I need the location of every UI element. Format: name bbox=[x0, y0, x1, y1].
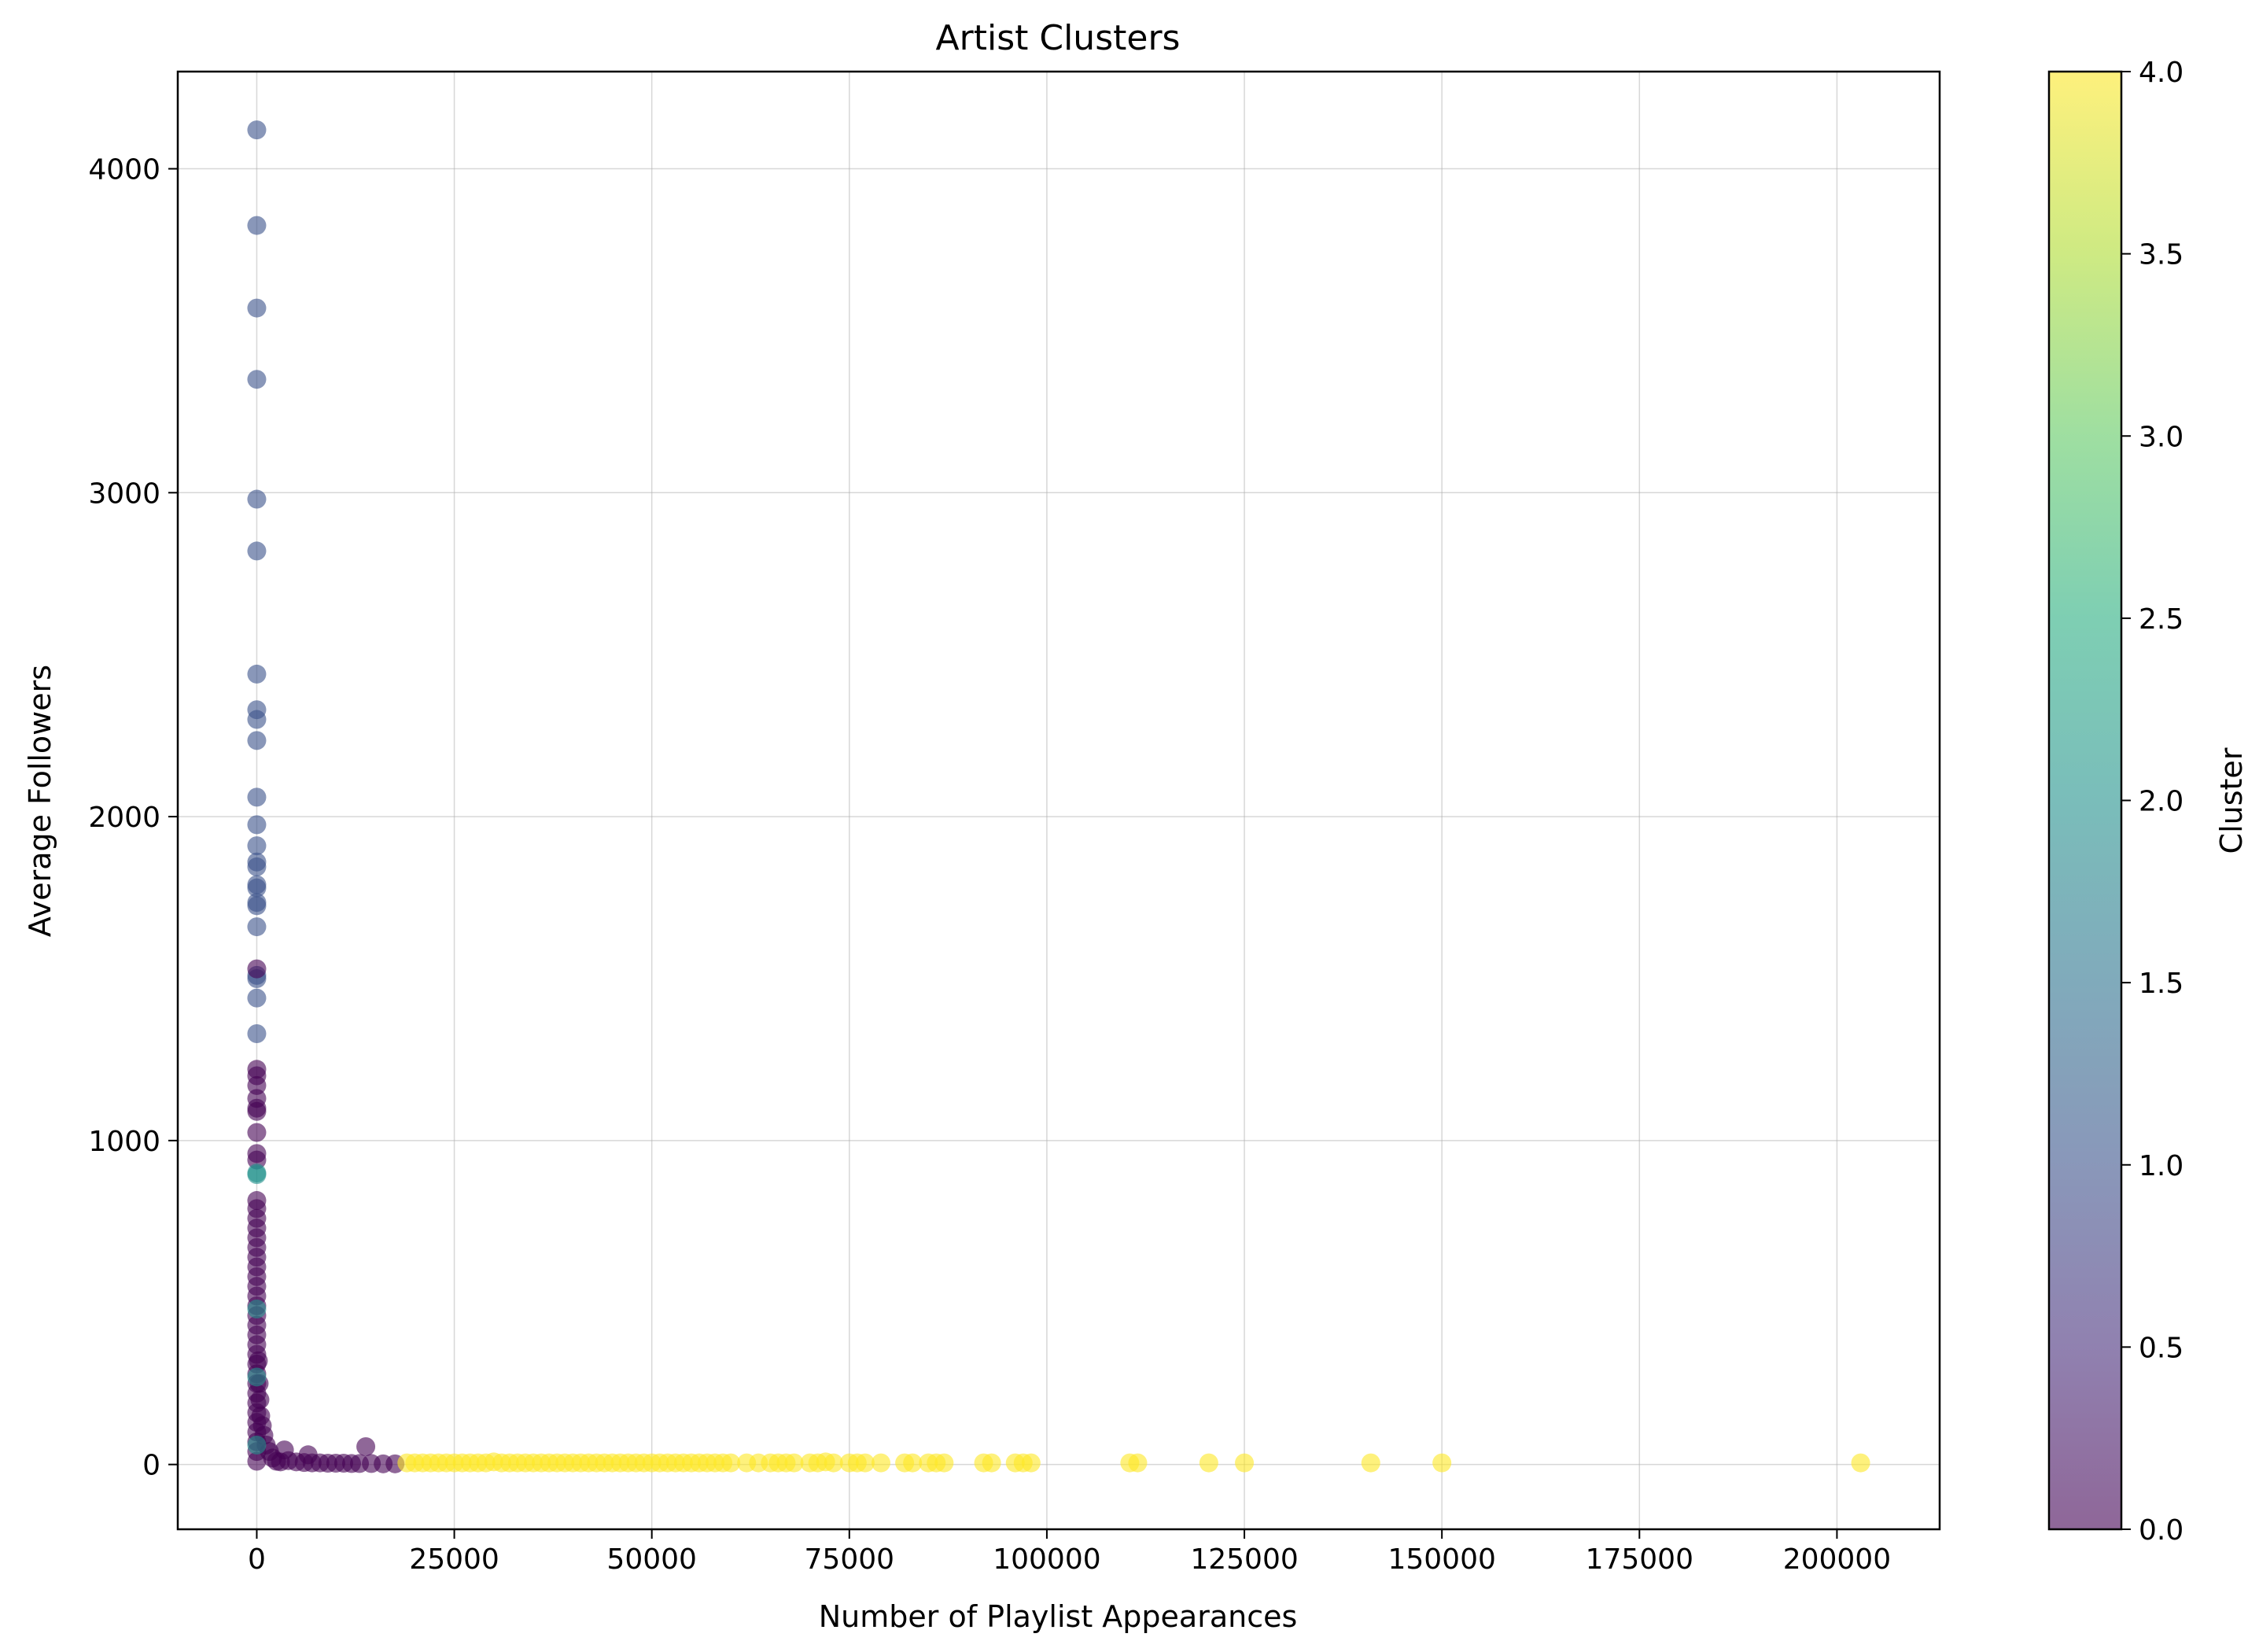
cluster-1-points bbox=[247, 120, 267, 1043]
colorbar-tick-label: 3.5 bbox=[2139, 239, 2183, 271]
colorbar-tick-label: 2.0 bbox=[2139, 786, 2183, 818]
x-tick-label: 50000 bbox=[606, 1543, 697, 1576]
data-point bbox=[247, 1075, 267, 1095]
x-axis-ticks: 0 25000 50000 75000 100000 125000 150000 175000… bbox=[248, 1529, 1891, 1576]
y-axis-label: Average Followers bbox=[23, 665, 57, 937]
data-point bbox=[247, 120, 267, 140]
data-point bbox=[247, 1123, 267, 1142]
grid-lines bbox=[178, 72, 1940, 1529]
data-point bbox=[1361, 1453, 1380, 1473]
data-point bbox=[247, 787, 267, 807]
data-point bbox=[247, 731, 267, 750]
data-point bbox=[249, 1351, 268, 1370]
data-point bbox=[721, 1453, 741, 1473]
colorbar-tick-label: 3.0 bbox=[2139, 421, 2183, 453]
data-point bbox=[247, 857, 267, 876]
x-tick-label: 150000 bbox=[1387, 1543, 1495, 1576]
plot-frame bbox=[176, 70, 1941, 1531]
colorbar-tick-label: 0.5 bbox=[2139, 1332, 2183, 1364]
data-point bbox=[1128, 1453, 1148, 1473]
y-tick-label: 3000 bbox=[88, 478, 160, 510]
data-point bbox=[247, 959, 267, 979]
data-point bbox=[250, 1390, 270, 1410]
data-point bbox=[247, 541, 267, 561]
data-point bbox=[247, 370, 267, 389]
x-tick-label: 100000 bbox=[993, 1543, 1100, 1576]
data-point bbox=[247, 1101, 267, 1121]
colorbar-tick-label: 0.0 bbox=[2139, 1514, 2183, 1547]
x-tick-label: 200000 bbox=[1783, 1543, 1891, 1576]
data-point bbox=[1235, 1453, 1255, 1473]
colorbar-gradient bbox=[2049, 72, 2121, 1529]
data-point bbox=[871, 1453, 890, 1473]
data-point bbox=[356, 1436, 376, 1456]
data-point bbox=[247, 836, 267, 856]
colorbar-ticks: 0.0 0.5 1.0 1.5 2.0 2.5 3.0 3.5 4.0 bbox=[2121, 57, 2183, 1547]
chart-title: Artist Clusters bbox=[936, 18, 1181, 58]
colorbar-tick-label: 2.5 bbox=[2139, 603, 2183, 636]
colorbar-label: Cluster bbox=[2214, 747, 2249, 854]
colorbar-tick-label: 1.0 bbox=[2139, 1150, 2183, 1182]
data-point bbox=[247, 489, 267, 509]
data-point bbox=[982, 1453, 1001, 1473]
cluster-2-points bbox=[247, 1163, 267, 1455]
x-tick-label: 125000 bbox=[1190, 1543, 1298, 1576]
data-point bbox=[1432, 1453, 1452, 1473]
data-point bbox=[1199, 1453, 1218, 1473]
x-tick-label: 25000 bbox=[409, 1543, 499, 1576]
data-point bbox=[934, 1453, 954, 1473]
x-tick-label: 75000 bbox=[805, 1543, 895, 1576]
y-tick-label: 4000 bbox=[88, 154, 160, 186]
data-point bbox=[247, 710, 267, 729]
data-point bbox=[247, 1367, 267, 1387]
data-point bbox=[247, 216, 267, 235]
data-point bbox=[247, 1150, 267, 1170]
colorbar-tick-label: 1.5 bbox=[2139, 968, 2183, 1000]
data-point bbox=[903, 1453, 923, 1473]
data-point bbox=[247, 815, 267, 835]
data-point bbox=[247, 878, 267, 898]
colorbar: 0.0 0.5 1.0 1.5 2.0 2.5 3.0 3.5 4.0 Cluster bbox=[2047, 57, 2249, 1547]
data-point bbox=[247, 1299, 267, 1318]
colorbar-tick-label: 4.0 bbox=[2139, 57, 2183, 89]
data-point bbox=[247, 664, 267, 684]
y-axis-ticks: 0 1000 2000 3000 4000 bbox=[88, 154, 178, 1482]
data-point bbox=[784, 1453, 804, 1473]
cluster-0-points bbox=[247, 959, 405, 1473]
data-point bbox=[247, 1023, 267, 1043]
data-point bbox=[247, 988, 267, 1008]
data-point bbox=[247, 896, 267, 916]
y-tick-label: 1000 bbox=[88, 1126, 160, 1158]
cluster-4-points bbox=[397, 1452, 1870, 1473]
y-tick-label: 0 bbox=[142, 1450, 160, 1482]
x-tick-label: 175000 bbox=[1586, 1543, 1693, 1576]
data-point bbox=[824, 1453, 843, 1473]
data-point bbox=[247, 917, 267, 937]
data-point bbox=[247, 298, 267, 318]
data-point bbox=[1851, 1453, 1870, 1473]
data-point bbox=[1021, 1453, 1041, 1473]
data-point bbox=[247, 1435, 267, 1455]
x-axis-label: Number of Playlist Appearances bbox=[819, 1599, 1298, 1634]
data-point bbox=[855, 1453, 875, 1473]
data-point bbox=[247, 1165, 267, 1185]
x-tick-label: 0 bbox=[248, 1543, 266, 1576]
y-tick-label: 2000 bbox=[88, 802, 160, 834]
data-points bbox=[247, 120, 1870, 1473]
